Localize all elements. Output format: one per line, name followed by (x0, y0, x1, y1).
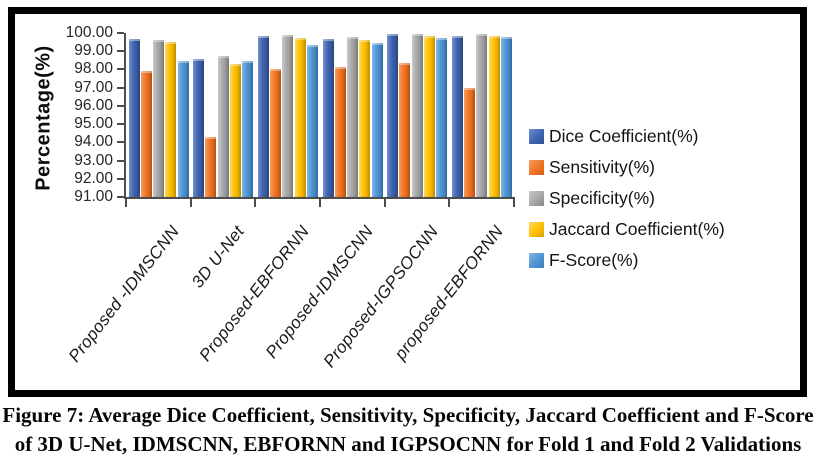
bar-sensitivity (464, 87, 476, 197)
legend-item: Dice Coefficient(%) (529, 126, 725, 146)
bar-specificity (153, 40, 165, 197)
caption-line-1: Figure 7: Average Dice Coefficient, Sens… (2, 403, 814, 427)
bar-dice-coefficient (128, 39, 140, 197)
y-tick (117, 104, 124, 107)
x-tick (125, 199, 127, 207)
bar-specificity (282, 34, 294, 197)
legend-label: F-Score(%) (549, 249, 639, 270)
y-tick-label: 99.00 (74, 42, 113, 60)
y-tick-label: 94.00 (74, 133, 113, 151)
legend-swatch-icon (529, 128, 544, 144)
x-tick (513, 199, 515, 207)
y-tick (117, 123, 124, 126)
legend-item: Specificity(%) (529, 188, 725, 208)
bar-f-score (436, 38, 448, 197)
bar-jaccard-coefficient (165, 42, 177, 197)
y-tick (117, 159, 124, 162)
bar-sensitivity (334, 66, 346, 197)
y-tick (117, 32, 124, 34)
legend-label: Sensitivity(%) (549, 156, 655, 177)
legend-label: Dice Coefficient(%) (549, 125, 699, 146)
bar-jaccard-coefficient (359, 40, 371, 197)
bar-dice-coefficient (451, 35, 463, 197)
y-tick (117, 141, 124, 144)
figure-caption: Figure 7: Average Dice Coefficient, Sens… (0, 401, 816, 459)
caption-line-2: of 3D U-Net, IDMSCNN, EBFORNN and IGPSOC… (14, 432, 802, 456)
y-tick-label: 98.00 (74, 60, 113, 78)
y-tick-label: 91.00 (74, 188, 113, 205)
legend-item: F-Score(%) (529, 250, 725, 270)
bar-specificity (476, 33, 488, 197)
bar-jaccard-coefficient (294, 37, 306, 197)
bar-dice-coefficient (387, 33, 399, 197)
x-tick (383, 199, 386, 207)
y-tick (117, 177, 124, 180)
legend-swatch-icon (529, 190, 544, 206)
bar-f-score (501, 36, 513, 197)
bar-sensitivity (399, 63, 411, 197)
bar-specificity (217, 55, 229, 197)
bar-f-score (307, 44, 319, 197)
y-tick-label: 100.00 (65, 24, 113, 41)
y-axis-line (124, 33, 126, 199)
bar-specificity (347, 36, 359, 197)
legend-label: Specificity(%) (549, 187, 655, 208)
y-tick (117, 86, 124, 89)
bar-specificity (411, 33, 423, 197)
legend-swatch-icon (529, 159, 544, 175)
y-tick-label: 95.00 (74, 115, 113, 133)
legend-swatch-icon (529, 221, 544, 237)
legend-swatch-icon (529, 252, 544, 268)
y-tick (117, 50, 124, 53)
bar-f-score (242, 61, 254, 197)
y-tick-label: 96.00 (74, 96, 113, 114)
bar-dice-coefficient (193, 58, 205, 197)
bar-jaccard-coefficient (230, 63, 242, 197)
legend-item: Jaccard Coefficient(%) (529, 219, 725, 239)
legend: Dice Coefficient(%) Sensitivity(%) Specifi… (529, 126, 725, 281)
x-tick (448, 199, 451, 207)
y-tick-label: 97.00 (74, 78, 113, 96)
bar-f-score (177, 61, 189, 197)
bar-jaccard-coefficient (424, 35, 436, 197)
bar-sensitivity (270, 69, 282, 197)
x-tick (254, 199, 257, 207)
y-tick (117, 196, 124, 198)
legend-item: Sensitivity(%) (529, 157, 725, 177)
y-tick (117, 68, 124, 71)
bar-sensitivity (140, 71, 152, 197)
bar-dice-coefficient (257, 35, 269, 197)
bar-f-score (371, 43, 383, 197)
x-axis-line (124, 197, 515, 199)
x-tick (189, 199, 192, 207)
x-tick (319, 199, 321, 207)
legend-label: Jaccard Coefficient(%) (549, 218, 725, 239)
bar-dice-coefficient (322, 39, 334, 197)
bar-sensitivity (205, 136, 217, 197)
y-tick-label: 93.00 (74, 151, 113, 169)
y-tick-label: 92.00 (74, 169, 113, 187)
bar-jaccard-coefficient (488, 35, 500, 197)
